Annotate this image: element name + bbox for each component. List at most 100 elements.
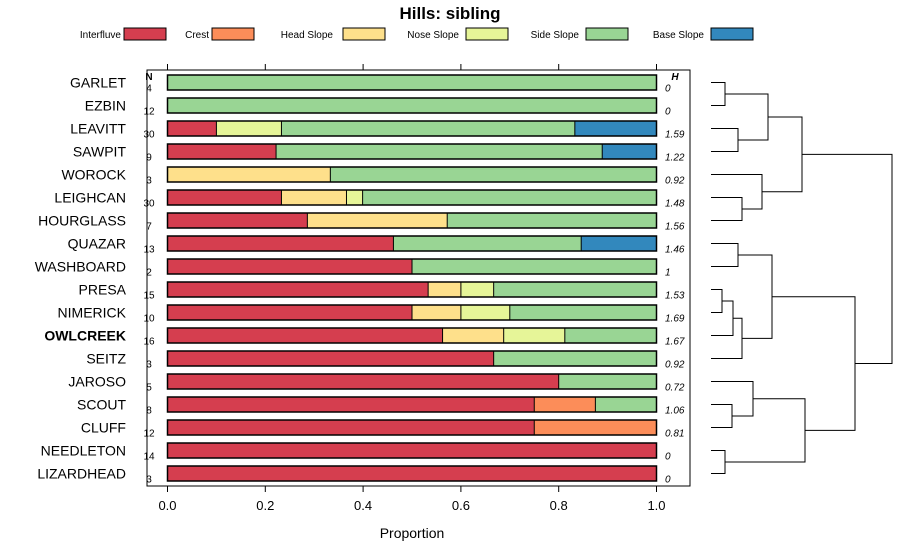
h-value: 0 xyxy=(665,84,671,95)
bar-segment-interfluve xyxy=(167,144,277,159)
bar-segment-nose-slope xyxy=(460,305,510,320)
row-label: HOURGLASS xyxy=(38,213,126,229)
row-label: QUAZAR xyxy=(68,236,126,252)
bar-outline xyxy=(166,304,658,321)
bar-segment-base-slope xyxy=(602,144,657,159)
dendrogram xyxy=(711,82,893,474)
bar-segment-crest xyxy=(534,420,657,435)
bar-outline xyxy=(166,419,658,436)
bar-segment-side-slope xyxy=(393,236,582,251)
x-tick-label: 1.0 xyxy=(647,498,665,513)
n-value: 7 xyxy=(146,222,152,233)
bar-outline xyxy=(166,373,658,390)
n-column-header: N xyxy=(145,72,152,83)
n-value: 12 xyxy=(143,107,155,118)
bar-segment-interfluve xyxy=(167,397,535,412)
dendrogram-branch xyxy=(711,197,743,221)
bar-segment-interfluve xyxy=(167,282,429,297)
bar-outline xyxy=(166,442,658,459)
x-tick-label: 0.2 xyxy=(256,498,274,513)
row-label: WASHBOARD xyxy=(35,259,126,275)
dendrogram-branch xyxy=(802,153,893,365)
bar-segment-side-slope xyxy=(276,144,603,159)
h-value: 1.06 xyxy=(665,406,685,417)
h-value: 0.72 xyxy=(665,383,685,394)
bar-row-quazar: QUAZAR 13 1.46 xyxy=(68,235,685,256)
bar-row-hourglass: HOURGLASS 7 1.56 xyxy=(38,212,685,233)
h-value: 1.69 xyxy=(665,314,685,325)
dendrogram-branch xyxy=(711,174,763,210)
dendrogram-branch xyxy=(711,450,726,474)
bar-segment-side-slope xyxy=(558,374,657,389)
bar-segment-interfluve xyxy=(167,374,559,389)
legend-label-base-slope: Base Slope xyxy=(653,30,705,41)
bar-outline xyxy=(166,166,658,183)
bar-row-leavitt: LEAVITT 30 1.59 xyxy=(70,120,685,141)
h-value: 0 xyxy=(665,107,671,118)
bar-segment-side-slope xyxy=(564,328,657,343)
n-value: 13 xyxy=(143,245,155,256)
legend-swatch-nose-slope xyxy=(465,27,509,41)
bar-outline xyxy=(166,189,658,206)
bar-segment-interfluve xyxy=(167,328,443,343)
h-value: 0 xyxy=(665,452,671,463)
bar-row-seitz: SEITZ 3 0.92 xyxy=(86,350,685,371)
row-label: WOROCK xyxy=(61,167,126,183)
bar-row-cluff: CLUFF 12 0.81 xyxy=(81,419,684,440)
row-label: GARLET xyxy=(70,75,126,91)
dendrogram-branch xyxy=(711,317,743,359)
row-label: LEIGHCAN xyxy=(54,190,126,206)
bar-segment-side-slope xyxy=(447,213,657,228)
n-value: 9 xyxy=(146,153,152,164)
bar-outline xyxy=(166,120,658,137)
bar-row-garlet: GARLET 4 0 xyxy=(70,74,671,95)
bar-segment-nose-slope xyxy=(503,328,565,343)
x-tick-label: 0.6 xyxy=(452,498,470,513)
h-value: 1.46 xyxy=(665,245,685,256)
legend: Interfluve Crest Head Slope Nose Slope Side … xyxy=(80,27,754,41)
bar-outline xyxy=(166,396,658,413)
h-value: 1.67 xyxy=(665,337,685,348)
bar-row-worock: WOROCK 3 0.92 xyxy=(61,166,685,187)
n-value: 16 xyxy=(143,337,155,348)
bar-segment-side-slope xyxy=(493,282,657,297)
bar-segment-interfluve xyxy=(167,351,494,366)
h-value: 1.59 xyxy=(665,130,685,141)
bar-row-needleton: NEEDLETON 14 0 xyxy=(41,442,671,463)
bar-segment-crest xyxy=(534,397,596,412)
bar-segment-interfluve xyxy=(167,259,412,274)
dendrogram-branch xyxy=(711,289,723,313)
bar-outline xyxy=(166,235,658,252)
bar-outline xyxy=(166,74,658,91)
row-label: SAWPIT xyxy=(73,144,127,160)
legend-label-side-slope: Side Slope xyxy=(531,30,580,41)
n-value: 2 xyxy=(146,268,152,279)
bar-row-owlcreek: OWLCREEK 16 1.67 xyxy=(44,327,685,348)
bar-segment-head-slope xyxy=(307,213,448,228)
dendrogram-branch xyxy=(711,243,739,267)
bar-segment-interfluve xyxy=(167,443,657,458)
bar-segment-head-slope xyxy=(442,328,504,343)
bar-segment-head-slope xyxy=(281,190,347,205)
chart-title: Hills: sibling xyxy=(399,4,500,23)
n-value: 15 xyxy=(143,291,155,302)
bar-outline xyxy=(166,327,658,344)
bar-segment-side-slope xyxy=(167,98,657,113)
row-label: OWLCREEK xyxy=(44,328,126,344)
n-value: 14 xyxy=(143,452,155,463)
row-label: JAROSO xyxy=(68,374,126,390)
n-value: 30 xyxy=(143,199,155,210)
h-value: 1.56 xyxy=(665,222,685,233)
row-label: CLUFF xyxy=(81,420,126,436)
n-value: 4 xyxy=(146,84,152,95)
bar-row-lizardhead: LIZARDHEAD 3 0 xyxy=(37,465,671,486)
legend-swatch-base-slope xyxy=(710,27,754,41)
bar-row-presa: PRESA 15 1.53 xyxy=(79,281,685,302)
n-value: 5 xyxy=(146,383,152,394)
bar-segment-head-slope xyxy=(428,282,461,297)
bar-row-ezbin: EZBIN 12 0 xyxy=(85,97,671,118)
h-value: 0.92 xyxy=(665,176,685,187)
dendrogram-branch xyxy=(711,404,733,428)
n-value: 30 xyxy=(143,130,155,141)
